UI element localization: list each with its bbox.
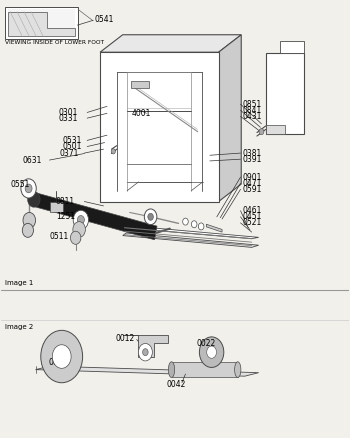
Circle shape [73, 222, 85, 237]
Circle shape [191, 221, 197, 228]
Polygon shape [33, 193, 157, 240]
Circle shape [111, 149, 116, 154]
Polygon shape [49, 202, 63, 212]
Polygon shape [280, 41, 304, 53]
Text: 0471: 0471 [242, 179, 262, 188]
Text: 0331: 0331 [58, 114, 78, 123]
Polygon shape [123, 226, 259, 239]
Polygon shape [266, 125, 285, 134]
Polygon shape [8, 12, 75, 36]
Polygon shape [123, 233, 259, 247]
Circle shape [207, 346, 217, 358]
Circle shape [73, 210, 89, 230]
Text: 0501: 0501 [63, 142, 82, 151]
Circle shape [198, 223, 204, 230]
Circle shape [25, 184, 32, 193]
Polygon shape [266, 53, 304, 134]
Text: 0531: 0531 [63, 136, 82, 145]
Polygon shape [100, 35, 241, 52]
Polygon shape [172, 362, 238, 378]
Circle shape [199, 337, 224, 367]
FancyBboxPatch shape [276, 92, 282, 100]
Text: 0901: 0901 [242, 173, 262, 182]
Text: 0591: 0591 [242, 185, 262, 194]
Text: 0381: 0381 [242, 148, 261, 158]
Text: 0371: 0371 [59, 148, 79, 158]
Circle shape [259, 129, 264, 135]
Text: 0521: 0521 [242, 219, 261, 227]
Circle shape [77, 215, 84, 224]
Ellipse shape [168, 362, 175, 378]
Text: 0841: 0841 [242, 106, 261, 115]
Text: Image 1: Image 1 [5, 280, 33, 286]
Polygon shape [123, 335, 168, 357]
Text: 0032: 0032 [49, 358, 68, 367]
Text: VIEWING INSIDE OF LOWER FOOT: VIEWING INSIDE OF LOWER FOOT [5, 40, 104, 45]
Text: 0301: 0301 [58, 108, 78, 117]
Text: 0631: 0631 [23, 155, 42, 165]
Circle shape [21, 179, 36, 198]
Circle shape [28, 191, 40, 207]
Text: 1251: 1251 [56, 212, 75, 221]
Text: 0541: 0541 [95, 15, 114, 24]
Text: 0461: 0461 [242, 206, 262, 215]
Circle shape [148, 213, 153, 220]
Polygon shape [100, 52, 219, 201]
Polygon shape [206, 224, 222, 232]
Circle shape [70, 231, 81, 244]
Circle shape [22, 223, 34, 237]
Circle shape [23, 212, 36, 228]
Circle shape [41, 330, 83, 383]
Text: 0511: 0511 [49, 232, 69, 241]
Circle shape [52, 345, 71, 368]
Polygon shape [5, 7, 78, 39]
Polygon shape [36, 366, 259, 376]
Polygon shape [8, 10, 75, 36]
Text: 0022: 0022 [197, 339, 216, 348]
Circle shape [138, 343, 152, 361]
Text: 0012: 0012 [115, 334, 134, 343]
Circle shape [142, 349, 148, 356]
Polygon shape [131, 81, 149, 88]
Text: 0551: 0551 [10, 180, 30, 190]
Text: 0851: 0851 [242, 100, 261, 109]
Text: 0391: 0391 [242, 155, 262, 164]
Polygon shape [219, 35, 241, 201]
Ellipse shape [234, 362, 241, 378]
Circle shape [183, 218, 188, 225]
Text: 0042: 0042 [166, 380, 186, 389]
Text: 0451: 0451 [242, 212, 262, 221]
Circle shape [144, 209, 157, 225]
Text: 4001: 4001 [131, 109, 151, 118]
Text: Image 2: Image 2 [5, 324, 33, 330]
Text: 0431: 0431 [242, 112, 262, 121]
Text: 0811: 0811 [56, 197, 75, 206]
